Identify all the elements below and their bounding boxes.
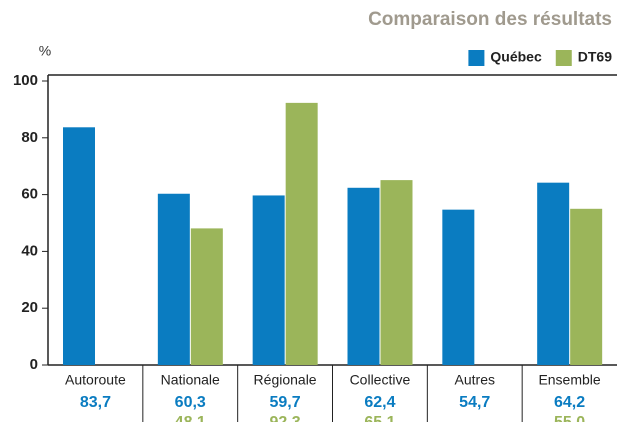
x-tick-label: Nationale	[161, 372, 220, 388]
x-tick-label: Ensemble	[538, 372, 600, 388]
bar	[190, 228, 223, 365]
bar	[442, 209, 475, 365]
y-tick-label: 20	[21, 299, 38, 316]
x-tick-label: Régionale	[254, 372, 317, 388]
y-tick-label: 100	[13, 72, 38, 89]
chart-title: Comparaison des résultats	[368, 9, 612, 30]
bar	[380, 180, 413, 365]
bar	[347, 187, 380, 365]
value-label: 59,7	[270, 394, 301, 411]
y-axis-label: %	[39, 43, 51, 59]
value-label: 55,0	[554, 414, 585, 422]
y-tick-label: 0	[30, 356, 38, 373]
y-tick-label: 40	[21, 242, 38, 259]
bar	[285, 102, 318, 366]
legend-label: DT69	[578, 49, 612, 65]
x-tick-label: Autres	[455, 372, 495, 388]
value-label: 54,7	[459, 394, 490, 411]
value-label: 83,7	[80, 394, 111, 411]
value-label: 65,1	[364, 414, 395, 422]
bar	[570, 208, 603, 365]
y-tick-label: 80	[21, 129, 38, 146]
bar	[537, 182, 570, 365]
legend-label: Québec	[490, 49, 542, 65]
bar	[252, 195, 285, 365]
value-label: 60,3	[175, 394, 206, 411]
value-label: 48,1	[175, 414, 206, 422]
y-tick-label: 60	[21, 186, 38, 203]
value-label: 62,4	[364, 394, 395, 411]
legend-swatch	[555, 50, 572, 66]
x-tick-label: Autoroute	[65, 372, 126, 388]
bar	[63, 127, 95, 366]
legend-swatch	[468, 50, 485, 66]
value-label: 64,2	[554, 394, 585, 411]
x-tick-label: Collective	[350, 372, 411, 388]
value-label: 92,3	[270, 414, 301, 422]
bar	[157, 193, 190, 365]
